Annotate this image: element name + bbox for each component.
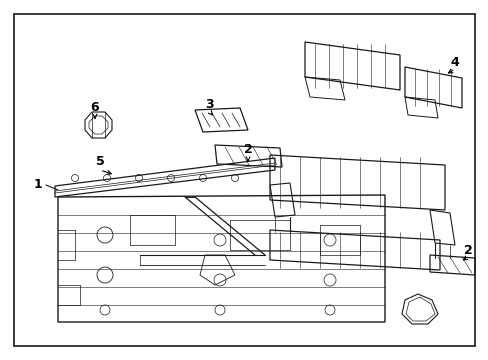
Text: 2: 2 <box>243 144 252 157</box>
Text: 6: 6 <box>90 102 99 114</box>
Text: 2: 2 <box>463 243 471 256</box>
Text: 3: 3 <box>205 99 214 112</box>
Text: 4: 4 <box>450 55 458 68</box>
Text: 5: 5 <box>96 156 104 168</box>
Text: 1: 1 <box>34 179 42 192</box>
